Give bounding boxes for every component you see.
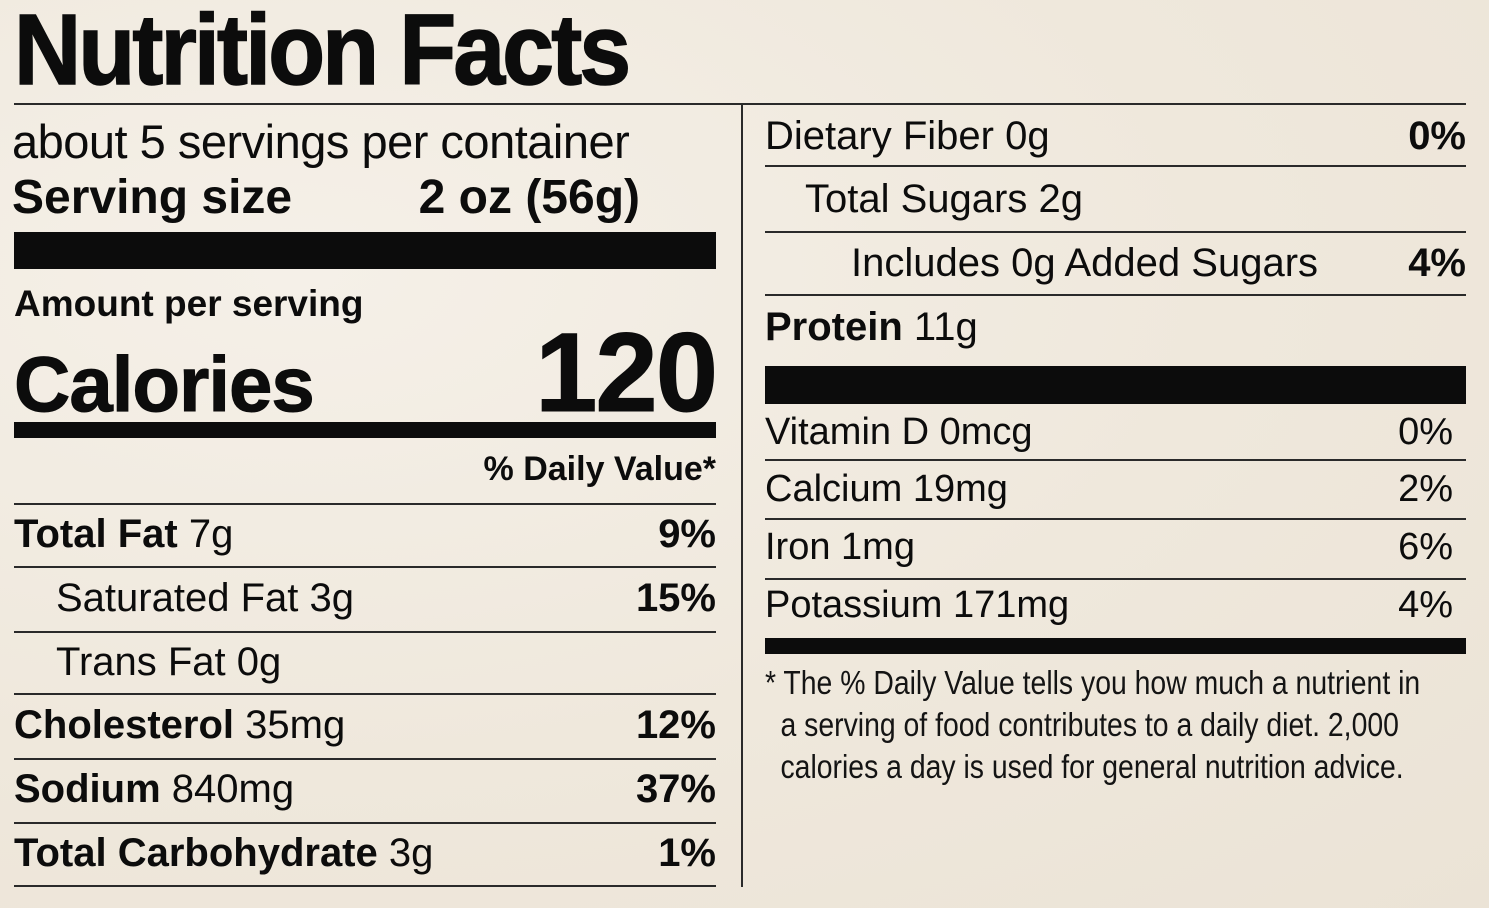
nutrient-amount: 7g <box>188 512 234 556</box>
footnote-line-3: calories a day is used for general nutri… <box>780 748 1404 785</box>
row-divider <box>765 459 1466 461</box>
nutrient-dv: 12% <box>635 703 716 747</box>
nutrient-row-cholesterol: Cholesterol 35mg 12% <box>14 703 716 748</box>
label-title: Nutrition Facts <box>13 0 632 106</box>
vitamin-dv: 4% <box>1398 584 1453 626</box>
nutrient-amount: 3g <box>309 576 355 620</box>
calories-row: Calories 120 <box>14 308 719 437</box>
vitamin-amount: 171mg <box>952 584 1070 626</box>
nutrient-dv: 9% <box>658 512 716 556</box>
servings-per-container: about 5 servings per container <box>12 115 630 168</box>
nutrient-row-total-carbohydrate: Total Carbohydrate 3g 1% <box>14 831 716 876</box>
vitamin-name: Calcium <box>765 468 903 510</box>
title-divider <box>14 103 1466 105</box>
calories-value: 120 <box>535 310 719 436</box>
nutrient-name: Trans Fat <box>56 640 226 684</box>
footnote-line-2: a serving of food contributes to a daily… <box>780 706 1399 743</box>
row-divider <box>14 822 716 824</box>
nutrient-name: Protein <box>765 305 903 349</box>
nutrient-row-protein: Protein 11g <box>765 305 1466 350</box>
nutrient-name: Cholesterol <box>14 703 235 747</box>
daily-value-header: % Daily Value* <box>483 450 716 488</box>
nutrient-row-trans-fat: Trans Fat 0g <box>56 640 716 685</box>
nutrient-amount: 11g <box>913 305 978 349</box>
nutrient-name: Total Carbohydrate <box>14 831 378 875</box>
vitamin-dv: 0% <box>1398 411 1453 453</box>
footnote-line-1: * The % Daily Value tells you how much a… <box>765 664 1421 701</box>
amount-per-serving: Amount per serving <box>14 283 364 324</box>
nutrient-amount: 35mg <box>245 703 346 747</box>
row-divider <box>765 165 1466 167</box>
vitamin-name: Iron <box>765 526 831 568</box>
vitamin-row-iron: Iron 1mg 6% <box>765 526 1453 569</box>
vitamin-amount: 1mg <box>841 526 915 568</box>
nutrient-dv: 37% <box>635 767 716 811</box>
nutrient-amount: 3g <box>388 831 434 875</box>
nutrient-dv: 4% <box>1408 241 1466 285</box>
nutrient-row-saturated-fat: Saturated Fat 3g 15% <box>56 576 716 621</box>
nutrient-dv: 1% <box>658 831 716 875</box>
vitamin-name: Potassium <box>765 584 943 626</box>
serving-size-label: Serving size <box>12 171 293 224</box>
thick-bar-2 <box>14 422 716 438</box>
row-divider <box>14 566 716 568</box>
calories-label: Calories <box>14 340 316 429</box>
nutrient-amount: 2g <box>1038 177 1083 221</box>
column-divider <box>741 105 743 887</box>
nutrient-row-total-fat: Total Fat 7g 9% <box>14 512 716 557</box>
nutrient-row-added-sugars: Includes 0g Added Sugars 4% <box>851 241 1466 286</box>
nutrient-amount: 0g <box>236 640 282 684</box>
vitamin-dv: 2% <box>1398 468 1453 510</box>
serving-size-value: 2 oz (56g) <box>418 171 640 224</box>
nutrient-name: Dietary Fiber <box>765 114 994 158</box>
nutrient-amount: 840mg <box>171 767 295 811</box>
nutrient-name: Sodium <box>14 767 161 811</box>
row-divider <box>765 294 1466 296</box>
row-divider <box>765 518 1466 520</box>
nutrient-name: Total Sugars <box>805 177 1028 221</box>
row-divider <box>765 231 1466 233</box>
row-divider <box>765 578 1466 580</box>
nutrient-amount: 0g <box>1005 114 1050 158</box>
nutrient-row-dietary-fiber: Dietary Fiber 0g 0% <box>765 114 1466 159</box>
row-divider <box>14 631 716 633</box>
thick-bar-4 <box>765 638 1466 654</box>
vitamin-row-calcium: Calcium 19mg 2% <box>765 468 1453 511</box>
vitamin-row-vitamin-d: Vitamin D 0mcg 0% <box>765 411 1453 454</box>
row-divider <box>14 885 716 887</box>
thick-bar-1 <box>14 232 716 269</box>
nutrient-row-sodium: Sodium 840mg 37% <box>14 767 716 812</box>
vitamin-amount: 19mg <box>912 468 1008 510</box>
vitamin-name: Vitamin D <box>765 411 930 453</box>
row-divider <box>14 693 716 695</box>
vitamin-row-potassium: Potassium 171mg 4% <box>765 584 1453 627</box>
nutrient-dv: 15% <box>635 576 716 620</box>
nutrient-name: Includes 0g Added Sugars <box>851 241 1319 285</box>
serving-size-row: Serving size 2 oz (56g) <box>12 170 640 225</box>
thick-bar-3 <box>765 366 1466 404</box>
footnote: * The % Daily Value tells you how much a… <box>765 662 1475 788</box>
nutrient-name: Total Fat <box>14 512 178 556</box>
row-divider <box>14 758 716 760</box>
nutrient-dv: 0% <box>1408 114 1466 158</box>
nutrient-name: Saturated Fat <box>56 576 299 620</box>
vitamin-amount: 0mcg <box>939 411 1033 453</box>
nutrient-row-total-sugars: Total Sugars 2g <box>805 177 1466 222</box>
row-divider <box>14 503 716 505</box>
vitamin-dv: 6% <box>1398 526 1453 568</box>
